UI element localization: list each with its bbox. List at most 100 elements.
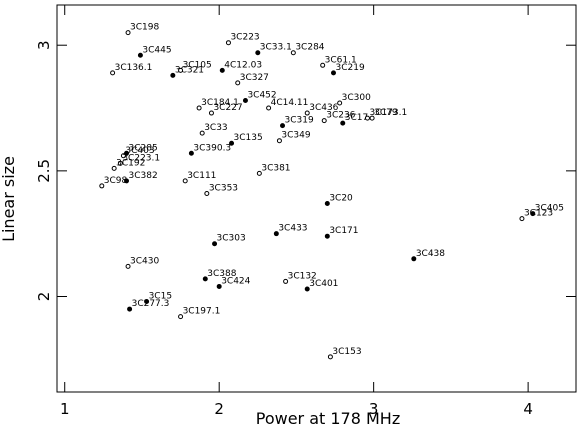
point <box>229 140 235 146</box>
x-tick-label: 3 <box>369 400 379 418</box>
point-label: 3C132 <box>288 271 317 281</box>
point-label: 3C319 <box>285 116 314 126</box>
point-label: 3C20 <box>329 194 353 204</box>
point <box>144 299 150 305</box>
point-label: 3C403 <box>125 146 154 156</box>
point <box>255 50 261 56</box>
point-label: 3C388 <box>207 269 236 279</box>
point <box>178 67 184 73</box>
point <box>283 278 289 284</box>
x-tick-label: 4 <box>523 400 533 418</box>
point-label: 3C184.1 <box>201 98 239 108</box>
point-label: 3C430 <box>130 256 159 266</box>
point <box>320 62 326 68</box>
point <box>202 276 208 282</box>
point <box>219 67 225 73</box>
point-label: 3C105 <box>183 60 212 70</box>
point-label: 3C405 <box>535 204 564 214</box>
point <box>204 190 210 196</box>
point-label: 3C300 <box>342 93 371 103</box>
point-label: 3C436 <box>309 103 338 113</box>
point <box>327 354 333 360</box>
point <box>324 201 330 207</box>
point <box>364 115 370 121</box>
point-label: 3C381 <box>261 163 290 173</box>
point-label: 3C401 <box>309 279 338 289</box>
point-label: 3C236 <box>326 111 355 121</box>
y-axis-label: Linear size <box>0 156 18 242</box>
point <box>125 263 131 269</box>
point-label: 3C61.1 <box>325 55 357 65</box>
point-label: 3C424 <box>221 276 250 286</box>
x-tick-label: 1 <box>60 400 70 418</box>
point-label: 3C171 <box>329 226 358 236</box>
point-label: 3C382 <box>129 171 158 181</box>
point-label: 3C390.3 <box>193 143 231 153</box>
point-label: 3C227 <box>213 103 242 113</box>
point-label: 3C284 <box>295 43 324 53</box>
point <box>304 110 310 116</box>
point <box>304 286 310 292</box>
point <box>182 178 188 184</box>
point-label: 3C33.1 <box>260 43 292 53</box>
point-label: 3C79 <box>374 108 398 118</box>
point <box>124 150 130 156</box>
point <box>125 30 131 36</box>
point-label: 3C135 <box>234 133 263 143</box>
point-label: 3C219 <box>335 63 364 73</box>
point <box>117 160 123 166</box>
point <box>124 178 130 184</box>
point <box>290 50 296 56</box>
point <box>225 40 231 46</box>
point <box>369 115 375 121</box>
point <box>266 105 272 111</box>
point-label: 3C223 <box>230 33 259 43</box>
point <box>111 165 117 171</box>
point <box>324 233 330 239</box>
point <box>178 314 184 320</box>
y-tick-label: 2 <box>35 292 53 302</box>
point-label: 4C14.11 <box>271 98 309 108</box>
point <box>216 283 222 289</box>
point-label: 3C452 <box>247 90 276 100</box>
point-label: 3C303 <box>217 234 246 244</box>
point-label: 3C445 <box>142 45 171 55</box>
point <box>127 306 133 312</box>
x-axis-label: Power at 178 MHz <box>256 409 400 428</box>
x-tick-label: 2 <box>214 400 224 418</box>
point-label: 3C433 <box>278 224 307 234</box>
point <box>280 123 286 129</box>
point <box>188 150 194 156</box>
point <box>110 70 116 76</box>
point <box>242 97 248 103</box>
point-label: 3C98 <box>104 176 128 186</box>
point <box>199 130 205 136</box>
point <box>321 118 327 124</box>
point-label: 4C12.03 <box>224 60 262 70</box>
y-tick-label: 2.5 <box>35 159 53 183</box>
point <box>212 241 218 247</box>
point <box>256 170 262 176</box>
point <box>530 211 536 217</box>
point <box>120 153 126 159</box>
point <box>276 138 282 144</box>
point-label: 3C123 <box>524 209 553 219</box>
point-label: 3C438 <box>416 249 445 259</box>
point <box>411 256 417 262</box>
point <box>337 100 343 106</box>
point-label: 3C192 <box>116 158 145 168</box>
point-label: 3C33 <box>204 123 227 133</box>
point <box>208 110 214 116</box>
point-label: 3C136.1 <box>115 63 153 73</box>
point <box>519 216 525 222</box>
point <box>196 105 202 111</box>
point-label: 3C15 <box>149 292 172 302</box>
point-label: 3C353 <box>209 183 238 193</box>
point-label: 3C173.1 <box>369 108 407 118</box>
point <box>99 183 105 189</box>
plot-frame <box>56 4 577 393</box>
point <box>137 52 143 58</box>
point <box>273 231 279 237</box>
point-label: 3C17 <box>345 113 368 123</box>
point <box>170 72 176 78</box>
